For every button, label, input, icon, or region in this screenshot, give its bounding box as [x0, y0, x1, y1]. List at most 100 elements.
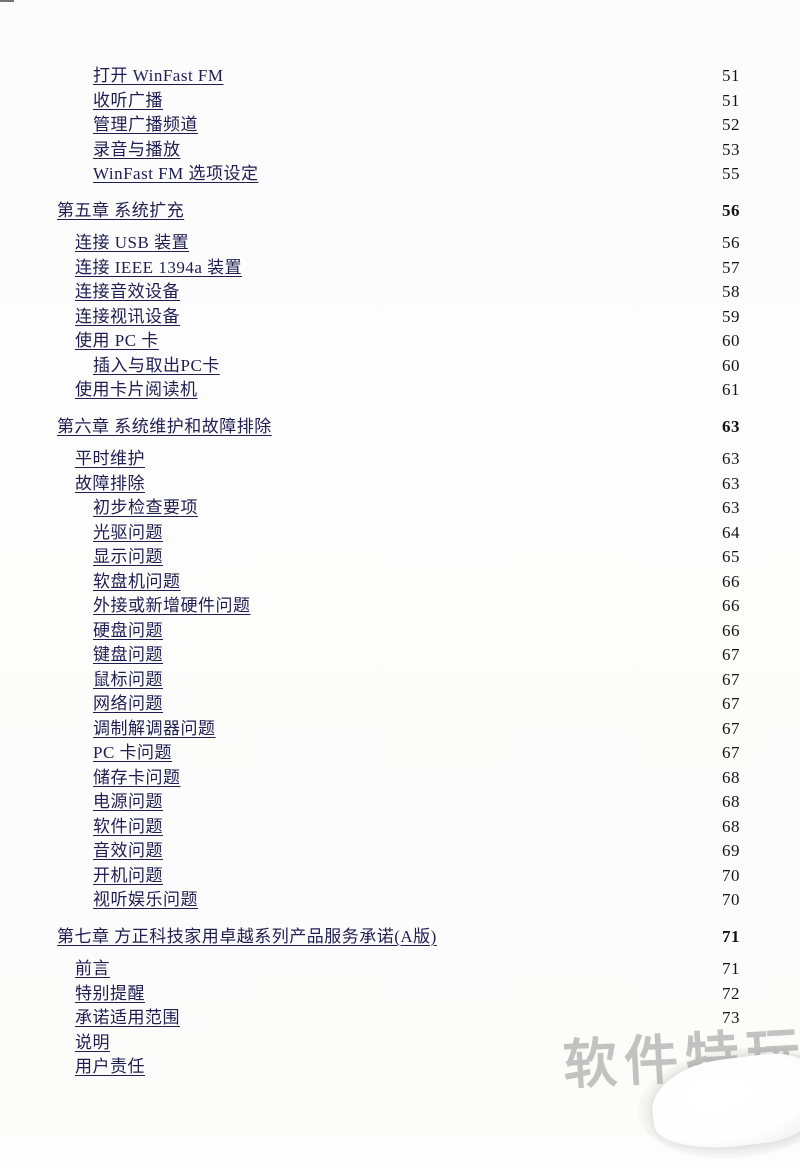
toc-entry-link[interactable]: 录音与播放	[93, 139, 181, 159]
toc-entry-page-number: 70	[722, 890, 740, 909]
toc-entry-page-number: 53	[722, 139, 740, 159]
toc-row: 电源问题 68	[57, 790, 740, 815]
toc-entry-page-number: 71	[722, 926, 740, 946]
toc-row: 连接音效设备 58	[57, 280, 740, 305]
toc-entry-link[interactable]: 软件问题	[93, 816, 163, 836]
toc-entry-page-number: 67	[722, 645, 740, 664]
toc-entry-page-number: 52	[722, 115, 740, 134]
toc-chapter-link[interactable]: 第五章 系统扩充	[57, 200, 185, 220]
toc-entry-page-number: 57	[722, 257, 740, 277]
toc-entry-page-number: 68	[722, 792, 740, 811]
toc-entry-link[interactable]: 连接 USB 装置	[75, 233, 190, 252]
toc-entry-link[interactable]: 软盘机问题	[93, 571, 181, 591]
toc-row: 显示问题 65	[57, 545, 740, 570]
toc-entry-link[interactable]: 视听娱乐问题	[93, 890, 198, 909]
toc-entry-link[interactable]: 鼠标问题	[93, 669, 163, 689]
toc-entry-link[interactable]: 音效问题	[93, 841, 163, 860]
toc-entry-page-number: 64	[722, 522, 740, 542]
toc-entry-page-number: 60	[722, 355, 740, 375]
toc-row: 音效问题 69	[57, 839, 740, 864]
toc-entry-page-number: 56	[722, 200, 740, 220]
toc-entry-link[interactable]: 连接视讯设备	[75, 306, 180, 326]
toc-row: 承诺适用范围 73	[57, 1006, 740, 1031]
toc-chapter-link[interactable]: 第六章 系统维护和故障排除	[57, 416, 272, 436]
toc-row: 初步检查要项 63	[57, 496, 740, 521]
toc-row: 说明	[57, 1031, 740, 1056]
toc-row: 前言 71	[57, 957, 740, 982]
toc-row: 录音与播放 53	[57, 138, 740, 163]
toc-entry-link[interactable]: 平时维护	[75, 449, 145, 468]
toc-row: 视听娱乐问题 70	[57, 888, 740, 913]
toc-entry-page-number: 69	[722, 841, 740, 860]
toc-row: 打开 WinFast FM 51	[57, 64, 740, 89]
toc-entry-page-number: 60	[722, 331, 740, 350]
toc-entry-link[interactable]: 收听广播	[93, 90, 163, 110]
toc-entry-page-number: 68	[722, 767, 740, 787]
toc-entry-page-number: 72	[722, 983, 740, 1003]
toc-row: 软盘机问题 66	[57, 570, 740, 595]
toc-row: 键盘问题 67	[57, 643, 740, 668]
toc-entry-page-number: 65	[722, 547, 740, 566]
toc-entry-link[interactable]: 键盘问题	[93, 645, 163, 664]
toc-entry-page-number: 51	[722, 90, 740, 110]
toc-entry-link[interactable]: 故障排除	[75, 473, 145, 493]
toc-entry-link[interactable]: 说明	[75, 1032, 110, 1052]
toc-entry-link[interactable]: 使用 PC 卡	[75, 331, 159, 350]
toc-row: PC 卡问题 67	[57, 741, 740, 766]
toc-entry-link[interactable]: PC 卡问题	[93, 743, 173, 762]
toc-entry-page-number: 67	[722, 743, 740, 762]
toc-row: 特别提醒 72	[57, 982, 740, 1007]
toc-entry-link[interactable]: 硬盘问题	[93, 620, 163, 640]
toc-row: 收听广播 51	[57, 89, 740, 114]
toc-row: 软件问题 68	[57, 815, 740, 840]
toc-entry-link[interactable]: 特别提醒	[75, 983, 145, 1003]
toc-row: 故障排除 63	[57, 472, 740, 497]
toc-entry-page-number: 73	[722, 1008, 740, 1027]
toc-chapter-link[interactable]: 第七章 方正科技家用卓越系列产品服务承诺(A版)	[57, 926, 437, 946]
toc-row: 连接 IEEE 1394a 装置 57	[57, 256, 740, 281]
toc-entry-link[interactable]: 用户责任	[75, 1057, 145, 1076]
toc-entry-page-number: 67	[722, 669, 740, 689]
toc-entry-link[interactable]: WinFast FM 选项设定	[93, 164, 259, 183]
toc-entry-link[interactable]: 连接音效设备	[75, 282, 180, 301]
toc-entry-link[interactable]: 承诺适用范围	[75, 1008, 180, 1027]
scan-artifact-corner	[0, 0, 14, 2]
toc-entry-link[interactable]: 初步检查要项	[93, 498, 198, 517]
toc-entry-page-number: 70	[722, 865, 740, 885]
toc-entry-link[interactable]: 外接或新增硬件问题	[93, 596, 251, 615]
toc-row: 网络问题 67	[57, 692, 740, 717]
toc-entry-link[interactable]: 调制解调器问题	[93, 718, 216, 738]
toc-entry-link[interactable]: 插入与取出PC卡	[93, 355, 220, 375]
toc-row: 平时维护 63	[57, 447, 740, 472]
toc-entry-link[interactable]: 电源问题	[93, 792, 163, 811]
toc-row: 用户责任	[57, 1055, 740, 1080]
toc-entry-link[interactable]: 显示问题	[93, 547, 163, 566]
toc-entry-page-number: 51	[722, 66, 740, 85]
toc-row: 连接 USB 装置 56	[57, 231, 740, 256]
toc-row: 连接视讯设备 59	[57, 305, 740, 330]
toc-row: 硬盘问题 66	[57, 619, 740, 644]
toc-entry-page-number: 67	[722, 694, 740, 713]
toc-entry-link[interactable]: 储存卡问题	[93, 767, 181, 787]
toc-entry-link[interactable]: 网络问题	[93, 694, 163, 713]
toc-entry-link[interactable]: 连接 IEEE 1394a 装置	[75, 257, 243, 277]
toc-row: 管理广播频道 52	[57, 113, 740, 138]
toc-entry-link[interactable]: 管理广播频道	[93, 115, 198, 134]
toc-entry-link[interactable]: 使用卡片阅读机	[75, 380, 198, 399]
toc-chapter-row: 第七章 方正科技家用卓越系列产品服务承诺(A版) 71	[57, 925, 740, 950]
toc-entry-page-number: 66	[722, 571, 740, 591]
toc-entry-link[interactable]: 前言	[75, 959, 110, 978]
toc-entry-link[interactable]: 打开 WinFast FM	[93, 66, 224, 85]
toc-row: 使用 PC 卡 60	[57, 329, 740, 354]
toc-entry-page-number: 67	[722, 718, 740, 738]
toc-entry-page-number: 63	[722, 473, 740, 493]
toc-entry-page-number: 61	[722, 380, 740, 399]
toc-entry-link[interactable]: 开机问题	[93, 865, 163, 885]
toc-entry-page-number: 59	[722, 306, 740, 326]
toc-row: 插入与取出PC卡 60	[57, 354, 740, 379]
toc-entry-page-number: 58	[722, 282, 740, 301]
toc-row: 调制解调器问题 67	[57, 717, 740, 742]
toc-entry-link[interactable]: 光驱问题	[93, 522, 163, 542]
toc-entry-page-number: 66	[722, 596, 740, 615]
